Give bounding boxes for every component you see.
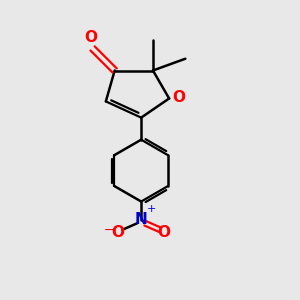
Text: +: + <box>147 204 156 214</box>
Text: O: O <box>172 90 185 105</box>
Text: O: O <box>84 31 97 46</box>
Text: N: N <box>135 212 148 227</box>
Text: O: O <box>158 225 171 240</box>
Text: O: O <box>112 225 125 240</box>
Text: −: − <box>104 224 115 237</box>
